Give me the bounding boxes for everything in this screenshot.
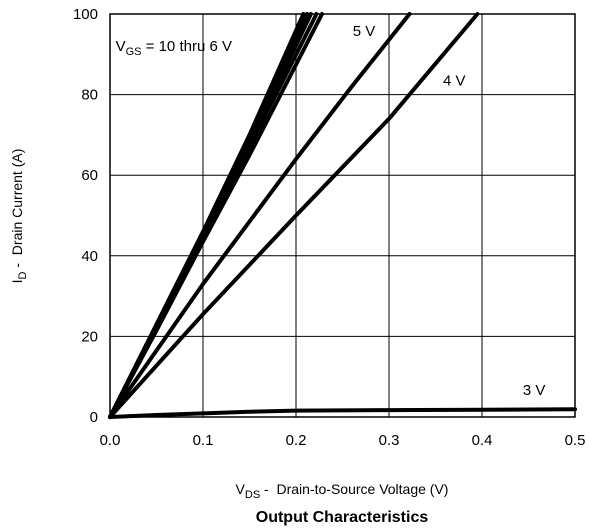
chart-caption: Output Characteristics bbox=[256, 509, 429, 526]
x-tick-label: 0.1 bbox=[193, 432, 214, 449]
curve-vgs-3v bbox=[108, 407, 577, 419]
curve-vgs-4v bbox=[108, 12, 480, 419]
x-tick-label: 0.3 bbox=[379, 432, 400, 449]
y-tick-label: 60 bbox=[81, 167, 98, 184]
x-tick-label: 0.4 bbox=[472, 432, 493, 449]
curve-label: 4 V bbox=[443, 72, 466, 89]
y-axis-title: ID - Drain Current (A) bbox=[9, 149, 29, 284]
plot-frame bbox=[109, 13, 576, 418]
x-tick-label: 0.0 bbox=[100, 432, 121, 449]
y-tick-label: 0 bbox=[90, 409, 98, 426]
curve-vgs-5v bbox=[108, 12, 412, 419]
curve-vgs-6v bbox=[108, 12, 324, 419]
curve-label: 3 V bbox=[523, 382, 546, 399]
x-tick-label: 0.5 bbox=[565, 432, 586, 449]
curve-label: VGS = 10 thru 6 V bbox=[116, 38, 232, 58]
curve-labels: VGS = 10 thru 6 V 5 V 4 V 3 V bbox=[116, 23, 546, 399]
curves bbox=[108, 12, 577, 419]
y-tick-label: 20 bbox=[81, 328, 98, 345]
y-tick-label: 40 bbox=[81, 248, 98, 265]
y-tick-label: 100 bbox=[73, 6, 98, 23]
grid bbox=[110, 14, 575, 417]
tick-labels: 0.0 0.1 0.2 0.3 0.4 0.5 0 20 40 60 80 100 bbox=[73, 6, 585, 449]
x-tick-label: 0.2 bbox=[286, 432, 307, 449]
y-tick-label: 80 bbox=[81, 87, 98, 104]
x-axis-title: VDS - Drain-to-Source Voltage (V) bbox=[236, 481, 449, 501]
curve-label: 5 V bbox=[353, 23, 376, 40]
